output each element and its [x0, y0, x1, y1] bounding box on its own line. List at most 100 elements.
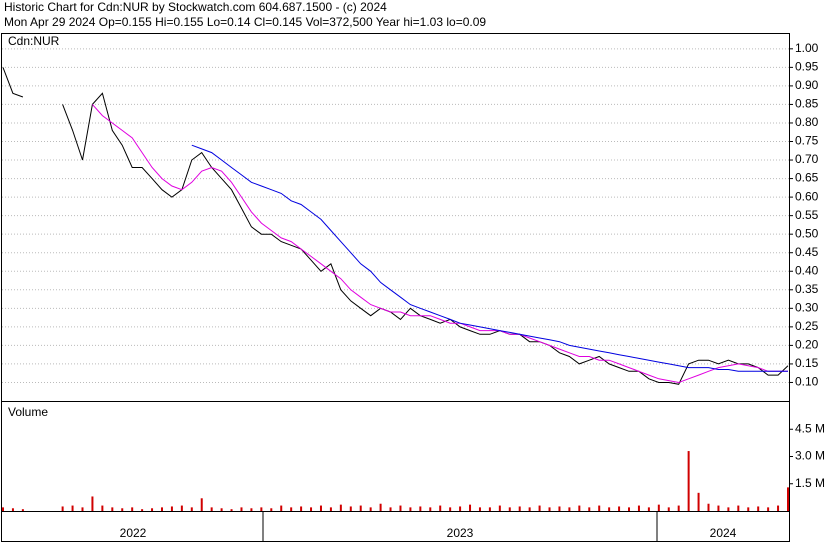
volume-bar [170, 506, 173, 511]
volume-bar [2, 507, 4, 511]
volume-bar [777, 505, 780, 511]
volume-bar [717, 505, 720, 511]
volume-bar [369, 507, 372, 511]
volume-bar [667, 507, 670, 511]
volume-bar [657, 504, 660, 511]
volume-bar [260, 507, 263, 511]
volume-bar [339, 504, 342, 511]
volume-bar [488, 507, 491, 511]
volume-bar [787, 487, 789, 511]
volume-bar [300, 506, 303, 511]
y-tick-label: 0.65 [795, 171, 819, 185]
volume-bar [250, 508, 253, 511]
volume-bar [538, 505, 541, 511]
y-tick-label: 1.00 [795, 41, 819, 55]
volume-bar [449, 507, 452, 511]
y-tick-label: 0.85 [795, 97, 819, 111]
volume-bar [429, 507, 432, 511]
volume-bar [230, 509, 233, 511]
volume-bar [310, 507, 313, 511]
volume-bar [598, 505, 601, 511]
moving-average [191, 144, 788, 372]
volume-bar [528, 507, 531, 511]
y-tick-label: 0.20 [795, 338, 819, 352]
y-tick-label: 0.30 [795, 300, 819, 314]
y-tick-label: 0.15 [795, 356, 819, 370]
volume-bar [478, 507, 481, 511]
volume-bar [469, 504, 472, 511]
volume-bar [270, 508, 273, 511]
x-tick-label: 2022 [120, 526, 147, 540]
volume-bar [697, 492, 700, 511]
volume-bar [687, 451, 690, 511]
volume-bar [121, 508, 124, 511]
y-tick-label: 0.50 [795, 226, 819, 240]
chart-title: Historic Chart for Cdn:NUR by Stockwatch… [4, 0, 387, 14]
volume-bar [588, 507, 591, 511]
volume-bar [200, 498, 203, 511]
chart-subtitle: Mon Apr 29 2024 Op=0.155 Hi=0.155 Lo=0.1… [4, 15, 486, 29]
volume-label: Volume [8, 405, 48, 419]
volume-bar [81, 507, 84, 511]
volume-bar [220, 508, 223, 511]
y-tick-label: 0.60 [795, 189, 819, 203]
volume-bar [61, 506, 64, 511]
volume-bar [737, 505, 740, 511]
volume-bar [280, 505, 283, 511]
y-tick-label: 0.10 [795, 375, 819, 389]
volume-bar [160, 507, 163, 511]
volume-bar [399, 505, 402, 511]
volume-bar [111, 507, 114, 511]
x-tick-label: 2023 [447, 526, 474, 540]
volume-bar [131, 507, 134, 511]
y-tick-label: 0.40 [795, 263, 819, 277]
volume-bar [240, 507, 243, 511]
volume-bar [439, 505, 442, 511]
volume-bar [628, 507, 631, 511]
volume-bar [151, 508, 154, 511]
volume-bar [518, 506, 521, 511]
y-tick-label: 0.90 [795, 78, 819, 92]
volume-bar [508, 507, 511, 511]
volume-bar [389, 507, 392, 511]
volume-bar [290, 507, 293, 511]
x-tick-label: 2024 [710, 526, 737, 540]
volume-bar [459, 506, 462, 511]
y-tick-label: 0.35 [795, 282, 819, 296]
volume-bar [767, 507, 770, 511]
volume-bar [349, 506, 352, 511]
y-tick-label: 0.95 [795, 60, 819, 74]
volume-bar [329, 507, 332, 511]
volume-bar [727, 507, 730, 511]
volume-bar [558, 506, 561, 511]
volume-bar [647, 507, 650, 511]
volume-bar [359, 505, 362, 511]
volume-bar [548, 507, 551, 511]
volume-bar [180, 505, 183, 511]
volume-bar [677, 505, 680, 511]
volume-bar [578, 505, 581, 511]
y-tick-label: 0.70 [795, 152, 819, 166]
volume-bar [409, 507, 412, 511]
volume-bar [141, 509, 144, 511]
volume-bar [21, 509, 24, 511]
volume-bar [618, 506, 621, 511]
volume-bar [210, 507, 213, 511]
y-tick-label: 0.55 [795, 208, 819, 222]
y-tick-label: 4.5 M [795, 421, 825, 435]
y-tick-label: 0.75 [795, 134, 819, 148]
volume-bar [747, 507, 750, 511]
y-tick-label: 3.0 M [795, 449, 825, 463]
volume-bar [608, 507, 611, 511]
volume-bar [379, 503, 382, 511]
volume-bar [190, 507, 193, 511]
y-tick-label: 0.80 [795, 115, 819, 129]
volume-bar [319, 505, 322, 511]
price-line [2, 67, 789, 385]
y-tick-label: 0.25 [795, 319, 819, 333]
moving-average [92, 104, 788, 384]
time-axis [1, 511, 790, 542]
volume-bar [91, 496, 94, 511]
